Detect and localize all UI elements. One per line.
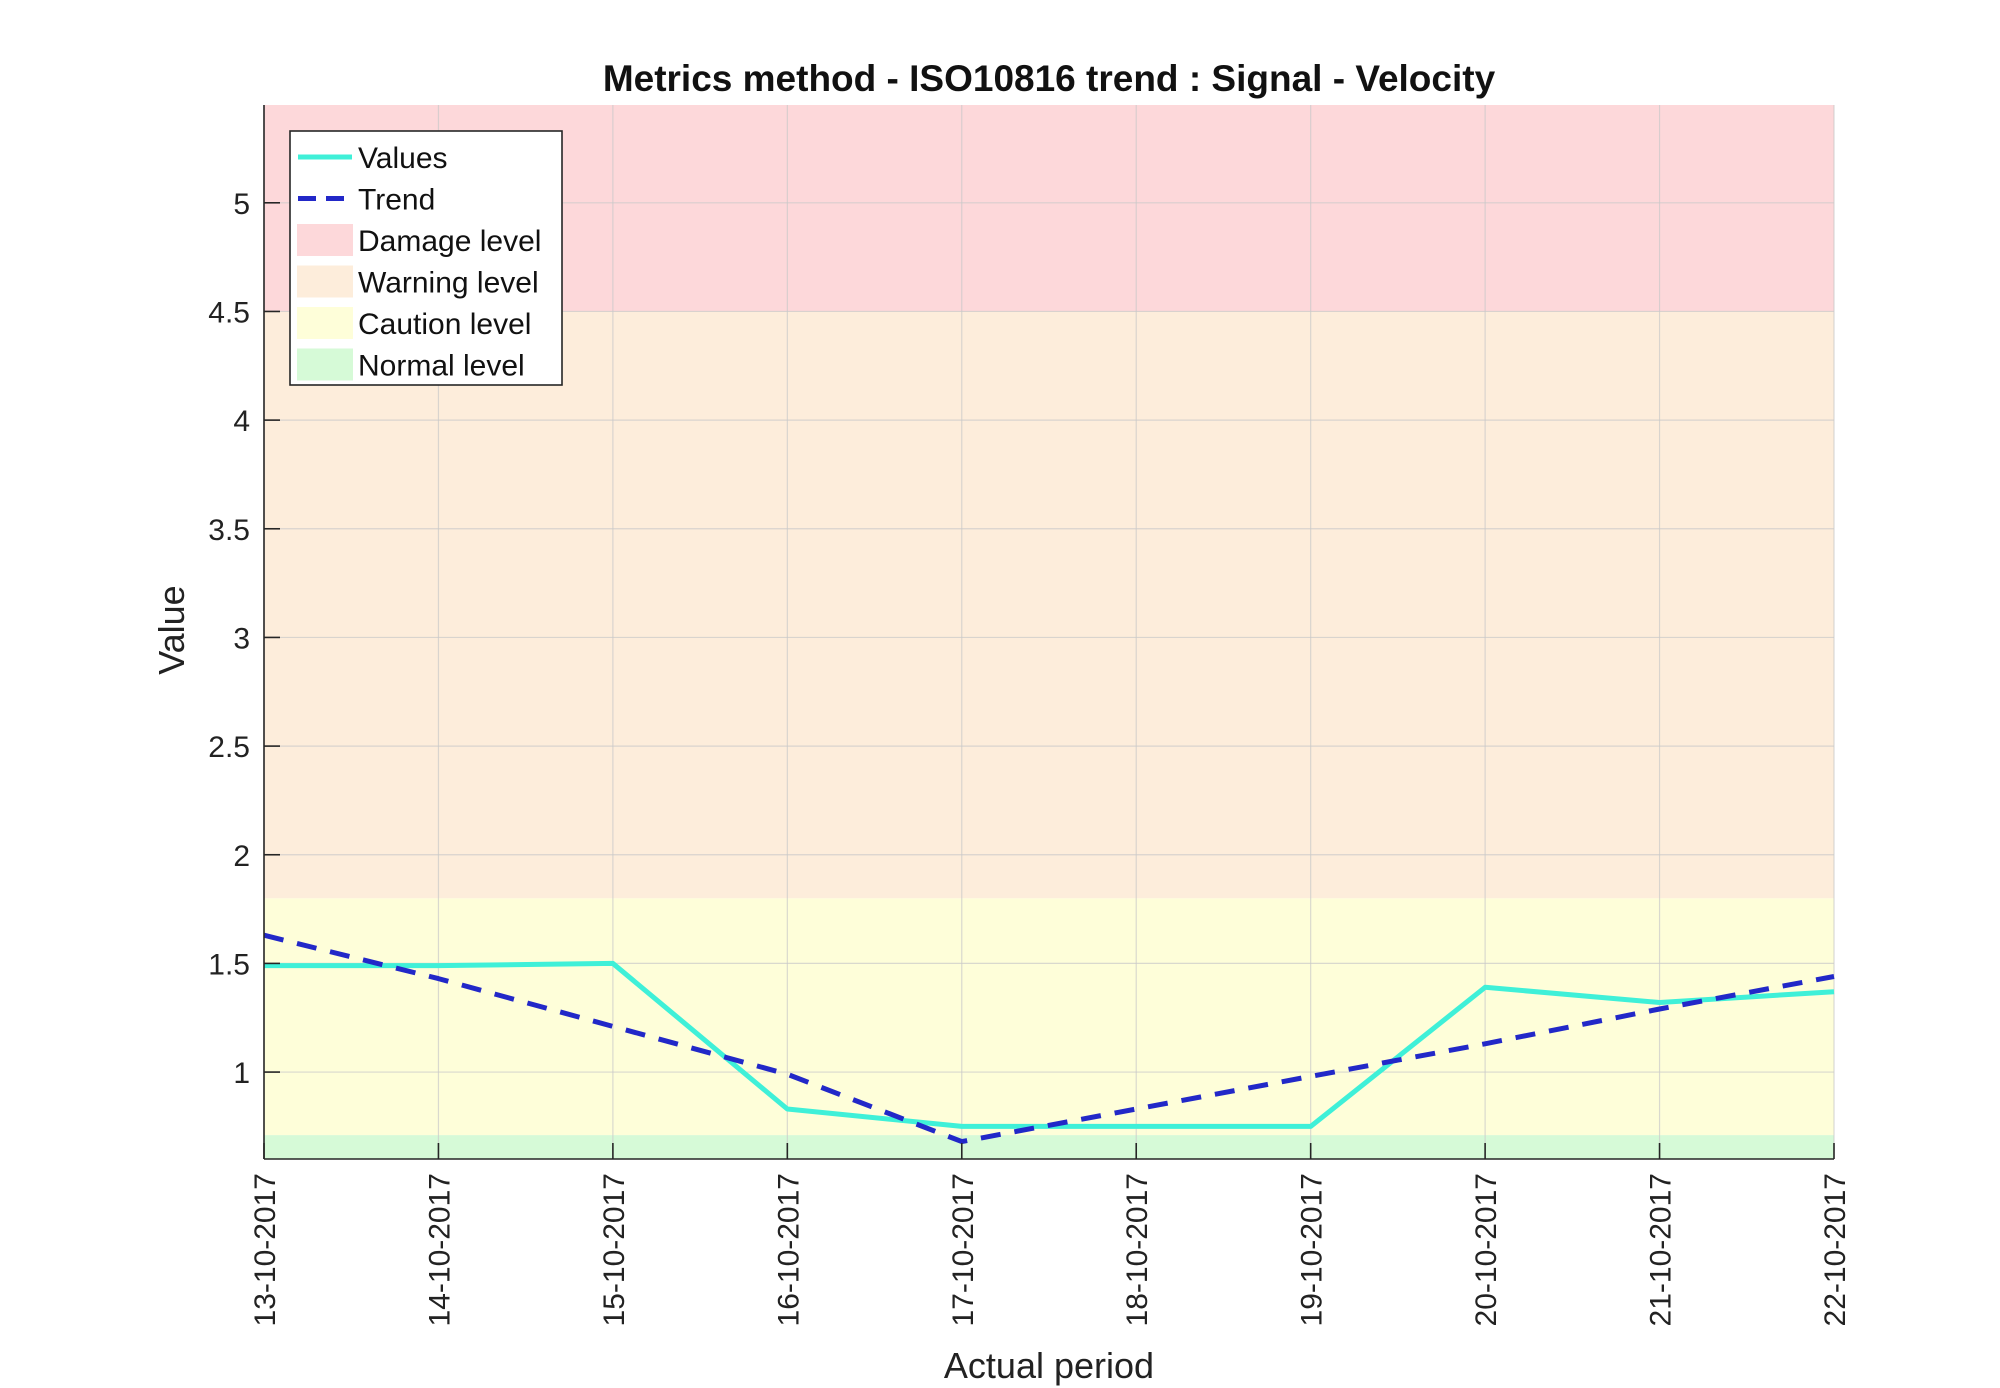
series-line-trend: [263, 932, 1835, 1145]
legend-swatch-damage-level: [297, 224, 353, 256]
x-axis-label: Actual period: [944, 1345, 1154, 1386]
legend-label-damage-level: Damage level: [358, 225, 541, 258]
legend-label-values: Values: [358, 142, 448, 175]
y-tick-label: 3: [233, 622, 250, 655]
y-tick-label: 1.5: [208, 948, 250, 981]
x-tick-label: 22-10-2017: [1819, 1173, 1852, 1326]
legend-label-normal-level: Normal level: [358, 350, 525, 383]
legend-box: [289, 130, 563, 386]
legend-swatch-normal-level: [297, 348, 353, 381]
y-tick-label: 4.5: [208, 296, 250, 329]
x-tick-label: 15-10-2017: [598, 1173, 631, 1326]
x-tick-label: 21-10-2017: [1645, 1173, 1678, 1326]
chart-title: Metrics method - ISO10816 trend : Signal…: [603, 58, 1496, 99]
legend-swatch-caution-level: [297, 307, 353, 339]
band-normal-level: [264, 1135, 1834, 1159]
axes: [263, 105, 1835, 1160]
legend: Values Trend Damage level Warning level Caut…: [289, 130, 563, 386]
y-tick-label: 2: [233, 840, 250, 873]
legend-label-trend: Trend: [358, 184, 435, 217]
legend-label-warning-level: Warning level: [358, 267, 539, 300]
x-tick-label: 13-10-2017: [249, 1173, 282, 1326]
band-warning-level: [264, 311, 1834, 899]
x-tick-label: 17-10-2017: [947, 1173, 980, 1326]
legend-swatch-warning-level: [297, 265, 353, 298]
tick-labels: 13-10-2017 14-10-2017 15-10-2017 16-10-2017…: [208, 188, 1852, 1327]
legend-label-caution-level: Caution level: [358, 308, 531, 341]
x-tick-label: 16-10-2017: [772, 1173, 805, 1326]
x-tick-label: 14-10-2017: [423, 1173, 456, 1326]
y-tick-label: 5: [233, 188, 250, 221]
y-tick-label: 4: [233, 405, 250, 438]
y-tick-label: 1: [233, 1057, 250, 1090]
x-tick-label: 19-10-2017: [1296, 1173, 1329, 1326]
y-axis-label: Value: [151, 585, 192, 674]
y-tick-label: 3.5: [208, 514, 250, 547]
band-caution-level: [264, 898, 1834, 1136]
x-tick-label: 20-10-2017: [1470, 1173, 1503, 1326]
data-series: [263, 932, 1835, 1145]
x-tick-label: 18-10-2017: [1121, 1173, 1154, 1326]
y-tick-label: 2.5: [208, 731, 250, 764]
